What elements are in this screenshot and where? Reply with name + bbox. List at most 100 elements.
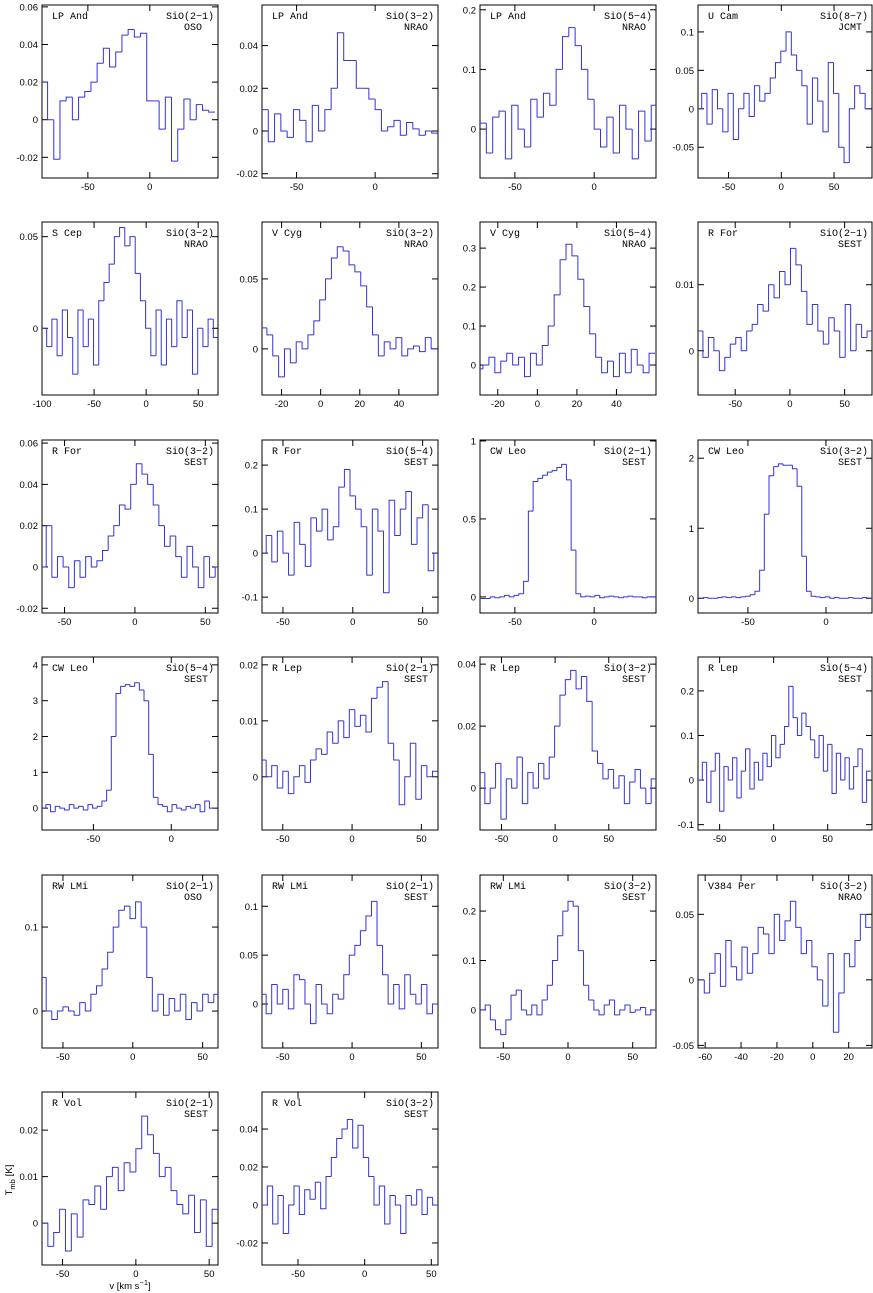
spectrum-step [612, 117, 620, 154]
spectrum-step [586, 676, 593, 702]
spectrum-step [570, 479, 576, 551]
x-tick-label: -50 [276, 617, 290, 628]
y-tick-label: 2 [689, 454, 694, 465]
spectrum-step [764, 92, 771, 102]
y-tick-label: 0.3 [463, 244, 476, 255]
x-tick-label: -40 [734, 1052, 748, 1063]
telescope: JCMT [838, 23, 862, 34]
spectrum-step [393, 983, 400, 1005]
x-tick-label: 0 [592, 617, 597, 628]
spectrum-step [614, 1000, 620, 1016]
spectrum-step [293, 974, 300, 1009]
spectrum-step [717, 597, 723, 599]
spectrum-step [619, 104, 626, 153]
spectrum-step [727, 92, 734, 132]
y-tick-label: 0 [253, 344, 258, 355]
spectrum-step [343, 32, 350, 62]
x-tick-label: 0 [349, 1052, 354, 1063]
spectrum-step [189, 99, 197, 121]
spectrum-step [580, 676, 587, 689]
x-tick-label: -20 [491, 399, 505, 410]
spectrum-step [415, 743, 422, 800]
y-tick-label: 0.2 [681, 686, 694, 697]
spectrum-step [171, 319, 177, 348]
spectrum-step [631, 129, 639, 160]
spectrum-step [701, 92, 707, 109]
source-name: R Vol [52, 1098, 82, 1110]
panel: -60 -40 -20 0 20 -0.05 0 0.05 V384 Per SiO(3−2)NR… [672, 874, 873, 1063]
x-tick-label: 0 [349, 834, 354, 845]
spectrum-step [861, 324, 868, 339]
spectrum-step [752, 953, 759, 974]
spectrum-step [618, 596, 624, 599]
spectrum-step [601, 357, 608, 374]
spectrum-step [188, 1194, 195, 1214]
spectrum-step [814, 739, 820, 759]
x-tick-label: 50 [416, 834, 427, 845]
spectrum-step [336, 32, 344, 89]
spectrum-step [512, 353, 519, 366]
spectrum-step [293, 776, 300, 794]
spectrum-step [315, 748, 322, 761]
spectrum-step [307, 334, 314, 349]
spectrum-step [861, 748, 867, 803]
spectrum-step [703, 979, 710, 994]
spectrum-step [589, 306, 596, 335]
x-tick-label: 40 [611, 399, 622, 410]
telescope: SEST [622, 458, 646, 469]
spectrum-step [494, 357, 501, 374]
spectrum-step [571, 244, 578, 257]
x-tick-label: 0 [350, 617, 355, 628]
spectrum-step [639, 769, 646, 789]
spectrum-step [376, 686, 383, 699]
spectrum-step [207, 994, 214, 1004]
spectrum-step [360, 509, 367, 528]
spectrum-step [194, 804, 201, 809]
spectrum-step [265, 760, 272, 778]
spectrum-step [195, 104, 203, 120]
spectrum-step [485, 123, 493, 154]
spectrum-step [818, 734, 824, 758]
panel-frame [41, 439, 219, 614]
spectrum-step [325, 278, 332, 300]
spectrum-step [59, 1208, 66, 1233]
spectrum-step [158, 100, 166, 130]
spectrum-step [762, 304, 769, 312]
spectrum-step [541, 345, 549, 365]
spectrum-step [827, 743, 833, 772]
spectrum-step [599, 595, 605, 599]
spectrum-step [713, 337, 720, 352]
spectrum-step [418, 128, 426, 136]
y-tick-label: -0.1 [242, 593, 258, 604]
spectrum-step [84, 1002, 91, 1012]
spectrum-step [500, 763, 507, 820]
telescope: SEST [404, 458, 428, 469]
spectrum-step [164, 1166, 172, 1177]
spectrum-step [265, 535, 272, 554]
y-tick-label: 0.2 [463, 907, 476, 918]
spectrum-step [96, 560, 103, 567]
spectrum-step [90, 81, 98, 92]
spectrum-step [759, 569, 765, 592]
spectrum-step [374, 98, 382, 111]
spectrum-step [162, 804, 168, 807]
spectrum-step [779, 271, 785, 298]
spectrum-step [304, 979, 311, 1005]
spectrum-step [409, 742, 416, 777]
spectrum-step [158, 505, 165, 527]
transition: SiO(2−1) [820, 228, 868, 240]
spectrum-step [418, 346, 426, 353]
spectrum-step [806, 940, 812, 954]
spectrum-step [124, 227, 130, 247]
spectrum-step [194, 1195, 201, 1233]
spectrum-step [113, 236, 120, 265]
spectrum-step [543, 763, 550, 780]
spectrum-step [336, 246, 344, 258]
y-tick-label: 0.2 [463, 283, 476, 294]
spectrum-step [117, 1167, 125, 1192]
spectrum-step [796, 717, 802, 736]
spectrum-step [788, 685, 794, 727]
spectrum-step [526, 1009, 532, 1016]
spectrum-step [343, 468, 350, 488]
x-tick-label: 0 [362, 1269, 367, 1280]
